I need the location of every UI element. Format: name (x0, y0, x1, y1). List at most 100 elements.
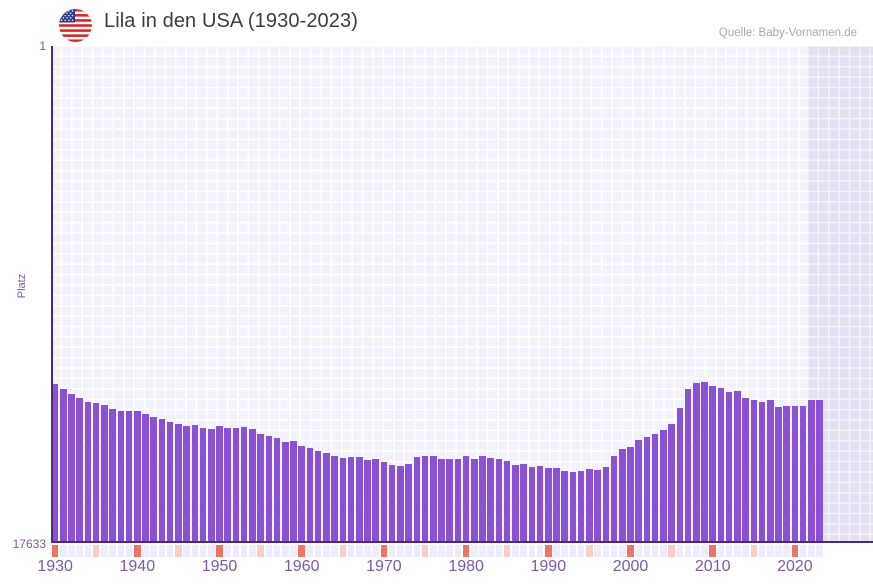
x-axis-tick-mark (791, 545, 799, 557)
x-axis-tick-mark (668, 545, 675, 557)
bar (92, 403, 100, 543)
bar (339, 458, 347, 543)
future-range-shading (808, 46, 873, 543)
x-axis-tick-label: 1970 (366, 558, 402, 575)
x-axis-tick-mark (183, 545, 190, 557)
bar (224, 427, 231, 543)
bar (668, 424, 675, 543)
bar (660, 429, 667, 543)
bar (51, 383, 59, 543)
x-axis-tick-mark (306, 545, 314, 557)
bar (610, 455, 618, 543)
bar (750, 399, 758, 543)
bar (290, 441, 297, 543)
bar (676, 408, 684, 543)
bar (602, 466, 610, 543)
bar (429, 455, 437, 543)
bar (709, 386, 716, 543)
x-axis-tick-mark (487, 545, 495, 557)
x-axis-labels: 1930 1940 1950 1960 1970 1980 1990 2000 2010 2020 (0, 558, 873, 584)
bar (240, 426, 248, 543)
x-axis-tick-mark (364, 545, 371, 557)
bar (125, 410, 133, 543)
x-axis-tick-mark (216, 545, 223, 557)
bar (331, 455, 338, 543)
bar (701, 382, 708, 543)
bar (783, 405, 790, 543)
bar (775, 406, 782, 543)
x-axis-tick-mark (109, 545, 116, 557)
bar (791, 406, 799, 543)
x-axis-tick-mark (355, 545, 363, 557)
bar (232, 427, 240, 543)
bar (150, 416, 158, 543)
x-axis-tick-mark (643, 545, 651, 557)
x-axis-tick-mark (775, 545, 782, 557)
x-axis-tick-mark (76, 545, 84, 557)
x-axis-tick-mark (421, 545, 429, 557)
y-axis-bottom-tick-label: 17633 (12, 537, 46, 551)
x-axis-tick-mark (742, 545, 749, 557)
bar (438, 458, 445, 543)
bar (306, 448, 314, 543)
bar (536, 466, 544, 543)
x-axis-tick-mark (734, 545, 741, 557)
page-title: Lila in den USA (1930-2023) (104, 10, 358, 32)
bar (454, 458, 462, 543)
bar-series (51, 46, 873, 543)
x-axis-tick-mark (635, 545, 642, 557)
bar (405, 463, 412, 543)
bar (495, 459, 503, 543)
bar (471, 458, 478, 543)
x-axis-tick-mark (471, 545, 478, 557)
x-axis-tick-mark (709, 545, 716, 557)
bar (355, 457, 363, 543)
bar (635, 439, 642, 543)
bar (462, 456, 470, 543)
bar (265, 436, 273, 543)
x-axis-tick-mark (388, 545, 396, 557)
bar (216, 426, 223, 543)
x-axis-tick-mark (750, 545, 758, 557)
bar (298, 445, 305, 543)
x-axis-tick-mark (783, 545, 790, 557)
x-axis-tick-label: 1990 (530, 558, 567, 575)
x-axis-tick-mark (725, 545, 733, 557)
x-axis-tick-mark (290, 545, 297, 557)
bar (553, 467, 560, 543)
x-axis-tick-mark (479, 545, 486, 557)
bar (766, 400, 774, 543)
chart-header: Lila in den USA (1930-2023) Quelle: Baby… (0, 0, 873, 46)
x-axis-tick-mark (191, 545, 199, 557)
bar (388, 465, 396, 543)
y-axis-title: Platz (16, 273, 28, 299)
x-axis-tick-mark (462, 545, 470, 557)
x-axis-tick-mark (438, 545, 445, 557)
bar (101, 405, 108, 543)
x-axis-tick-mark (413, 545, 421, 557)
x-axis-tick-mark (586, 545, 593, 557)
chart-plot-area (51, 46, 873, 543)
x-axis-tick-mark (717, 545, 725, 557)
bar (725, 391, 733, 543)
x-axis-tick-mark (569, 545, 577, 557)
x-axis-tick-mark (429, 545, 437, 557)
bar (619, 449, 626, 543)
x-axis-tick-mark (249, 545, 256, 557)
x-axis-tick-mark (824, 545, 832, 557)
x-axis-tick-mark (117, 545, 125, 557)
bar (503, 460, 511, 543)
bar (479, 455, 486, 543)
x-axis-tick-mark (627, 545, 634, 557)
x-axis-tick-mark (84, 545, 92, 557)
bar (717, 388, 725, 543)
x-axis-line (51, 541, 873, 543)
bar (84, 401, 92, 543)
x-axis-tick-mark (684, 545, 692, 557)
bar (413, 457, 421, 543)
x-axis-tick-mark (273, 545, 281, 557)
bar (594, 469, 601, 543)
x-axis-tick-mark (92, 545, 100, 557)
x-axis-tick-mark (766, 545, 774, 557)
x-axis-tick-mark (372, 545, 379, 557)
